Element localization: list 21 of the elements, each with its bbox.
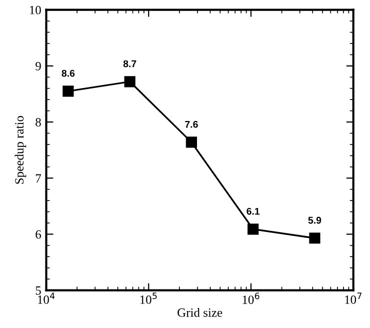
point	[309, 232, 320, 244]
data-label: 6.1	[246, 208, 260, 215]
data-label: 7.6	[185, 120, 198, 128]
y-tick-label: 7	[36, 174, 42, 182]
y-axis-title: Speedup ratio	[14, 116, 26, 184]
x-tick-label: 10$^{6}$	[242, 292, 260, 304]
x-axis-title: Grid size	[178, 308, 222, 317]
data-label: 8.7	[123, 60, 136, 68]
x-tick-label: 10$^{5}$	[140, 292, 157, 304]
point	[62, 86, 74, 97]
y-tick-label: 8	[36, 118, 41, 126]
y-tick-label: 5	[36, 286, 41, 295]
point	[124, 76, 136, 88]
point	[248, 224, 259, 235]
data-label: 5.9	[308, 216, 322, 224]
point	[186, 136, 198, 148]
y-tick-label: 10	[30, 6, 41, 14]
data-label: 8.6	[62, 70, 75, 77]
y-tick-label: 9	[36, 62, 41, 70]
y-tick-label: 6	[36, 230, 42, 239]
x-tick-label: 10$^{7}$	[345, 292, 362, 304]
